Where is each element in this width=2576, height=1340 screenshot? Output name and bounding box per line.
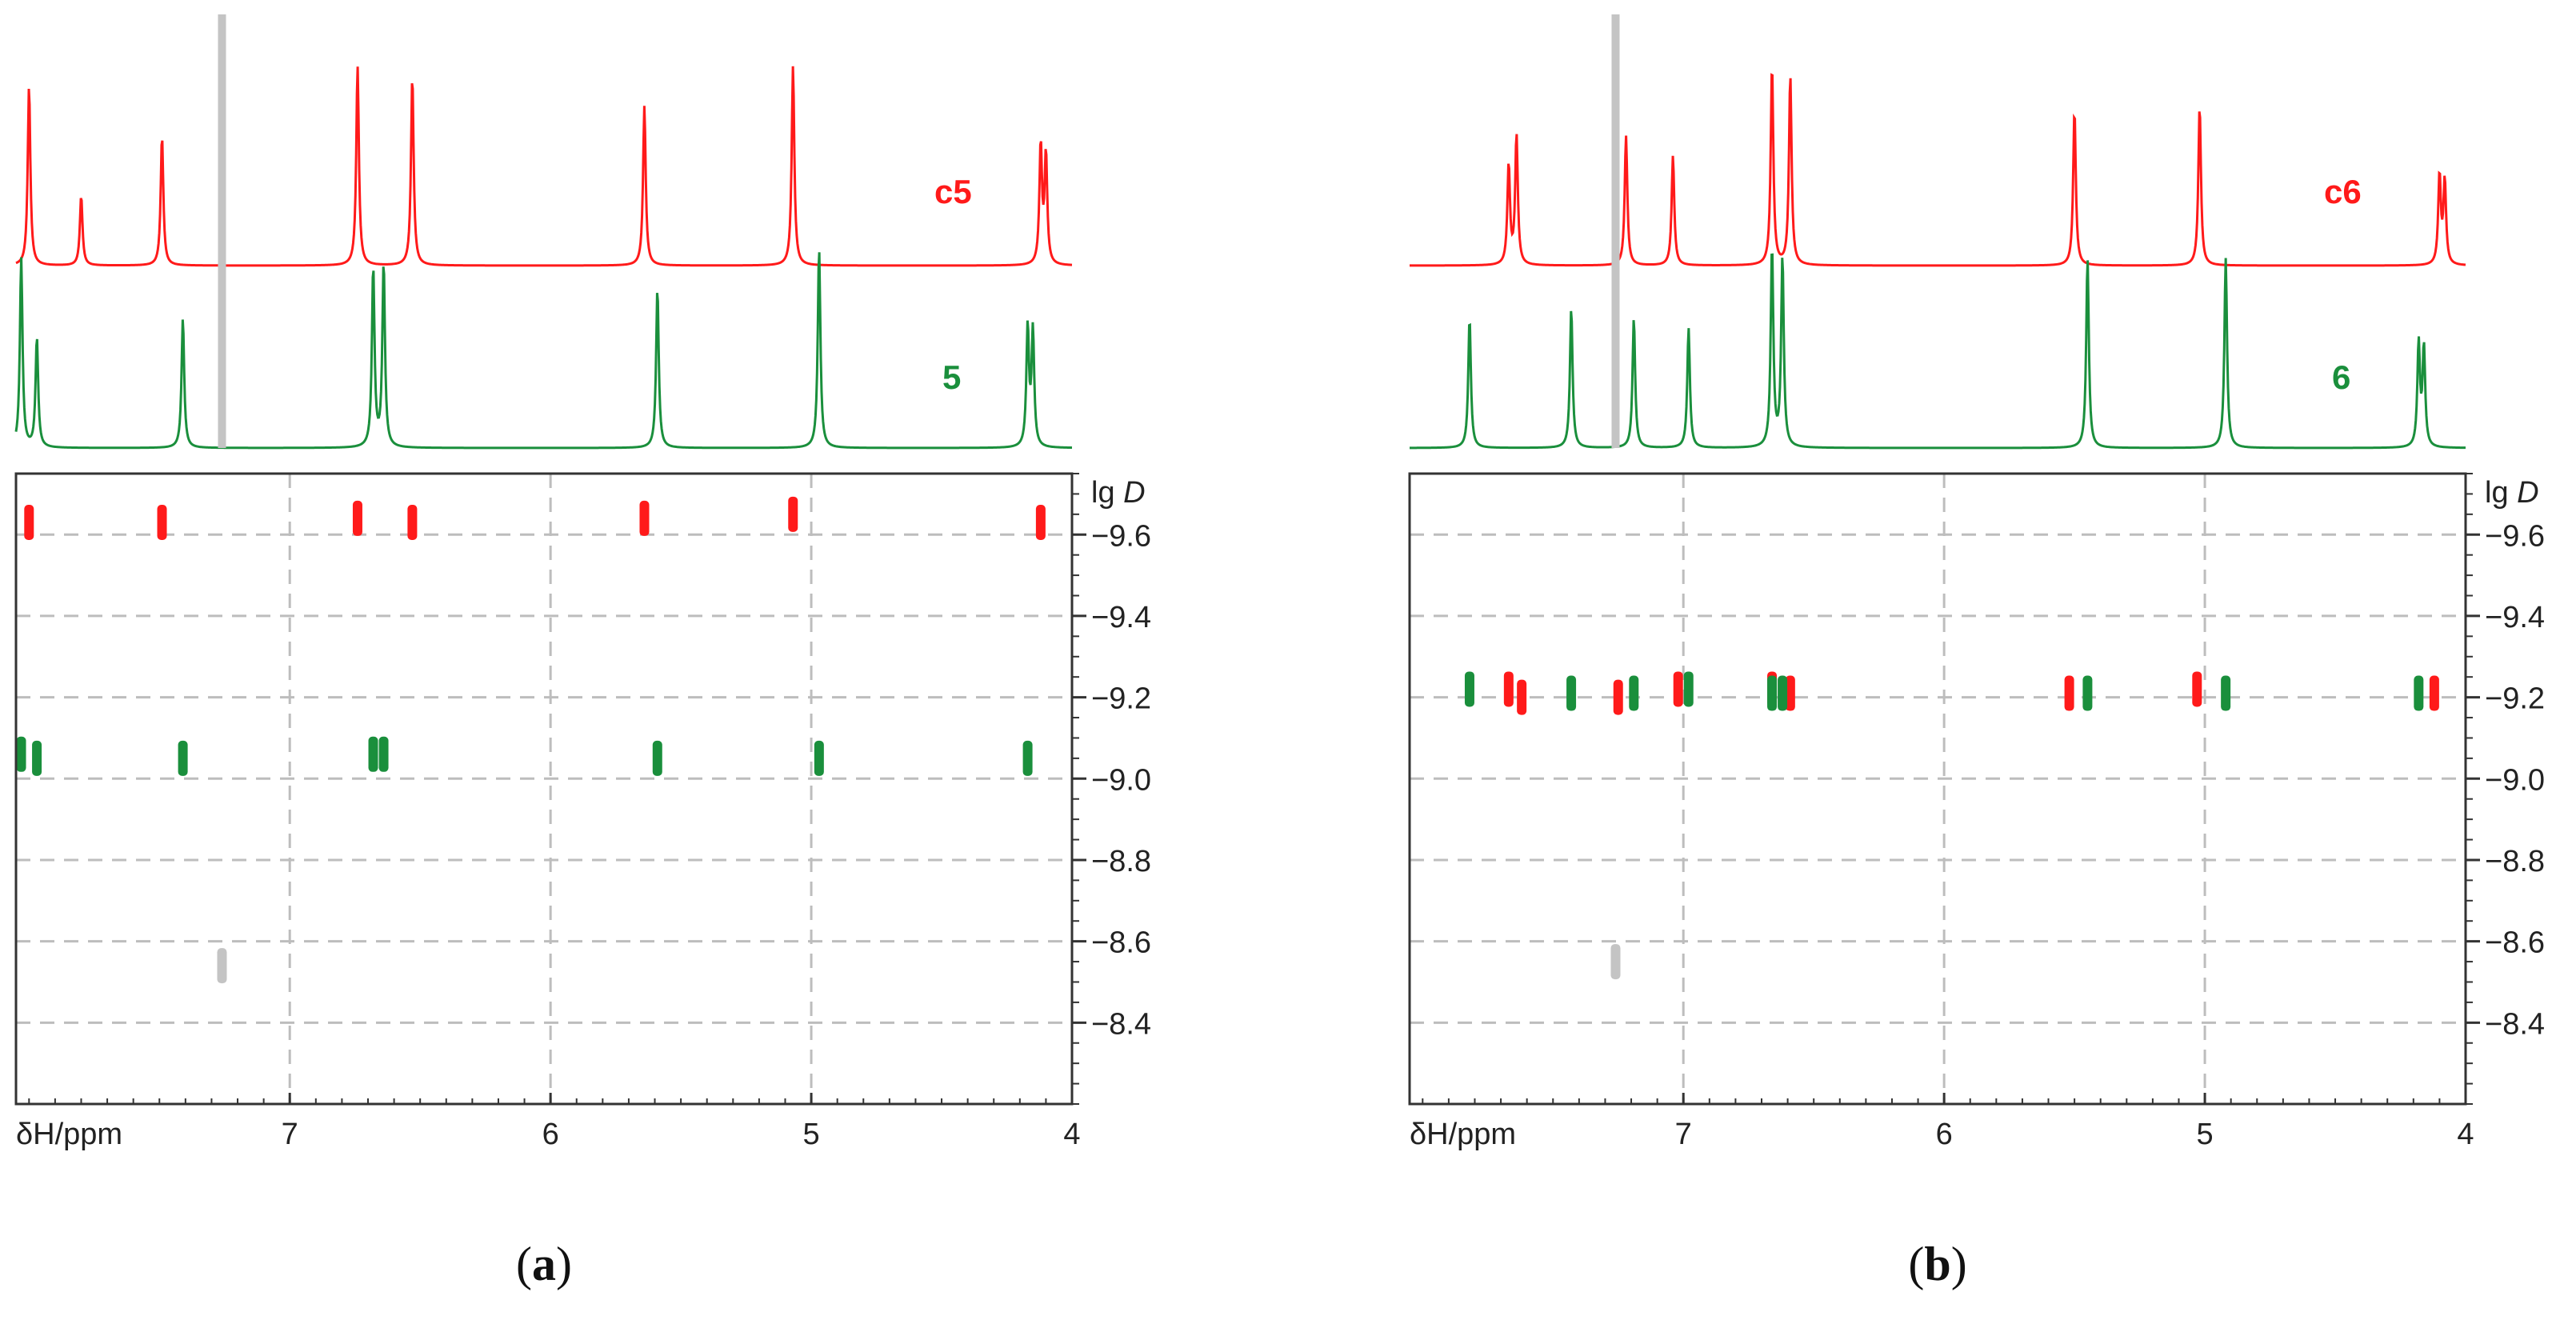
dosy-point-c6 (2429, 675, 2439, 711)
dosy-point-5 (378, 736, 389, 772)
spectrum-c5 (15, 66, 1073, 267)
dosy-point-c6 (1785, 675, 1795, 711)
dosy-point-5 (178, 740, 188, 776)
y-axis-title-var: D (1123, 476, 1145, 510)
y-axis-title-var: D (2517, 476, 2538, 510)
x-tick-label: 4 (1063, 1118, 1080, 1151)
solvent-peak (1611, 14, 1620, 448)
panel-a-ticks: 7 6 5 4 −9.6 −9.4 −9.2 −9.0 −8.8 −8.6 −8.4 (28, 473, 1151, 1151)
panel-label-b: (b) (1908, 1238, 1966, 1290)
y-tick-label: −9.4 (2485, 601, 2545, 634)
spectrum-label-5: 5 (942, 358, 961, 396)
dosy-point-c6 (2064, 675, 2074, 711)
y-tick-label: −9.6 (2485, 519, 2545, 553)
x-axis-title-b: δH/ppm (1410, 1118, 1516, 1151)
panel-a-grid (16, 474, 1072, 1104)
dosy-point-c5 (639, 500, 650, 536)
x-tick-label: 5 (803, 1118, 820, 1151)
dosy-point-5 (814, 740, 824, 776)
dosy-point-c5 (352, 500, 362, 536)
panel-a-plot-frame (14, 472, 1074, 1106)
x-tick-label: 6 (1936, 1118, 1953, 1151)
x-tick-label: 7 (282, 1118, 298, 1151)
y-axis-title-prefix: lg (2485, 476, 2509, 510)
dosy-point-c5 (1035, 505, 1046, 541)
dosy-point-c6 (2192, 671, 2202, 707)
panel-b-ticks: 7 6 5 4 −9.6 −9.4 −9.2 −9.0 −8.8 −8.6 −8.4 (1422, 473, 2545, 1151)
spectrum-label-c6: c6 (2324, 173, 2362, 210)
dosy-point-5 (368, 736, 378, 772)
y-axis-title-prefix: lg (1091, 476, 1115, 510)
dosy-point-c5 (24, 505, 34, 541)
x-tick-label: 7 (1675, 1118, 1692, 1151)
dosy-point-6 (1629, 675, 1639, 711)
y-tick-label: −8.6 (1091, 926, 1151, 960)
dosy-point-6 (1566, 675, 1577, 711)
y-tick-label: −8.8 (1091, 845, 1151, 878)
panel-a-spectra (14, 14, 1073, 450)
dosy-point-c6 (1673, 671, 1683, 707)
dosy-point-5 (16, 736, 26, 772)
panel-b-spectra (1410, 14, 2466, 450)
x-tick-label: 6 (542, 1118, 559, 1151)
dosy-point-c5 (407, 505, 418, 541)
panel-b-dosy-points (1464, 671, 2439, 980)
solvent-peak (218, 14, 226, 448)
y-tick-label: −9.2 (1091, 682, 1151, 716)
panel-b-plot-frame (1408, 472, 2467, 1106)
y-tick-label: −8.8 (2485, 845, 2545, 878)
spectrum-label-c5: c5 (934, 173, 972, 210)
y-axis-title-a: lg D (1091, 476, 1146, 510)
dosy-point-solvent (217, 948, 227, 984)
dosy-point-5 (652, 740, 662, 776)
dosy-point-c5 (157, 505, 167, 541)
spectrum-5 (14, 252, 1073, 450)
dosy-point-c5 (788, 496, 798, 532)
dosy-point-6 (1778, 675, 1788, 711)
y-axis-title-b: lg D (2485, 476, 2539, 510)
panel-label-open: ( (516, 1238, 532, 1290)
dosy-point-c6 (1517, 679, 1527, 715)
dosy-point-c6 (1613, 679, 1623, 715)
dosy-point-6 (1683, 671, 1694, 707)
panel-label-a: (a) (516, 1238, 572, 1290)
x-tick-label: 4 (2457, 1118, 2474, 1151)
dosy-point-5 (1022, 740, 1033, 776)
panel-label-close: ) (1951, 1238, 1967, 1290)
dosy-point-6 (2082, 675, 2093, 711)
dosy-point-6 (1767, 675, 1778, 711)
panel-a: 7 6 5 4 −9.6 −9.4 −9.2 −9.0 −8.8 −8.6 −8.4 c5 5 δH… (14, 14, 1151, 1290)
y-tick-label: −8.4 (1091, 1007, 1151, 1041)
y-tick-label: −9.4 (1091, 601, 1151, 634)
panel-b-grid (1410, 474, 2466, 1104)
spectrum-c6 (1410, 73, 2466, 267)
panel-label-open: ( (1908, 1238, 1924, 1290)
panel-a-dosy-points (16, 496, 1046, 984)
x-axis-title-a: δH/ppm (16, 1118, 122, 1151)
y-tick-label: −9.0 (2485, 763, 2545, 797)
spectrum-label-6: 6 (2332, 358, 2350, 396)
y-tick-label: −9.6 (1091, 519, 1151, 553)
x-tick-label: 5 (2197, 1118, 2214, 1151)
y-tick-label: −8.6 (2485, 926, 2545, 960)
panel-label-letter: b (1924, 1238, 1950, 1290)
spectrum-6 (1410, 253, 2466, 450)
panel-label-close: ) (556, 1238, 572, 1290)
dosy-point-6 (2414, 675, 2424, 711)
dosy-point-5 (32, 740, 42, 776)
panel-label-letter: a (532, 1238, 556, 1290)
dosy-point-6 (1464, 671, 1474, 707)
dosy-point-6 (2221, 675, 2231, 711)
y-tick-label: −9.2 (2485, 682, 2545, 716)
y-tick-label: −8.4 (2485, 1007, 2545, 1041)
panel-b: 7 6 5 4 −9.6 −9.4 −9.2 −9.0 −8.8 −8.6 −8.4 c6 6 δH… (1408, 14, 2545, 1290)
dosy-point-solvent (1610, 944, 1621, 980)
dosy-point-c6 (1503, 671, 1514, 707)
y-tick-label: −9.0 (1091, 763, 1151, 797)
